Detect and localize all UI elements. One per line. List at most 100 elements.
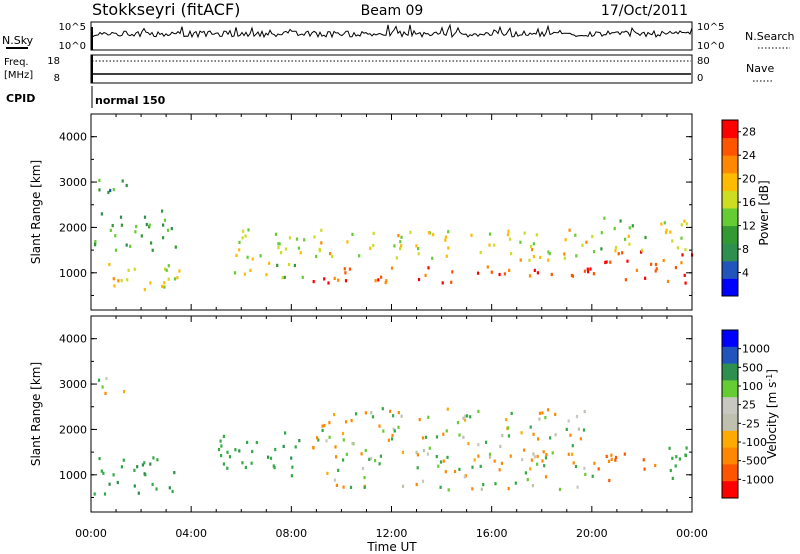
scatter-cell <box>426 452 429 456</box>
scatter-cell <box>458 467 461 471</box>
scatter-cell <box>451 270 454 274</box>
scatter-cell <box>358 254 361 258</box>
scatter-cell <box>220 444 223 448</box>
scatter-cell <box>572 461 575 465</box>
scatter-cell <box>664 231 668 235</box>
x-tick-label: 12:00 <box>376 527 408 540</box>
scatter-cell <box>378 424 381 428</box>
y-tick-label: 4000 <box>59 333 87 346</box>
velocity-cbar-swatch <box>722 481 738 499</box>
scatter-cell <box>148 225 151 229</box>
scatter-cell <box>379 454 382 458</box>
scatter-cell <box>351 441 354 446</box>
velocity-cbar-swatch <box>722 363 738 381</box>
scatter-cell <box>109 228 112 232</box>
scatter-cell <box>470 233 473 237</box>
scatter-cell <box>640 250 643 254</box>
scatter-cell <box>680 223 683 227</box>
cpid-value: normal 150 <box>95 94 166 107</box>
x-tick-label: 08:00 <box>275 527 307 540</box>
scatter-cell <box>297 246 300 250</box>
scatter-cell <box>133 484 136 488</box>
velocity-cbar-swatch <box>722 397 738 415</box>
scatter-cell <box>681 253 684 257</box>
scatter-cell <box>120 279 123 283</box>
scatter-cell <box>176 276 179 280</box>
scatter-cell <box>614 246 618 250</box>
scatter-cell <box>235 253 238 257</box>
scatter-cell <box>374 279 377 283</box>
scatter-cell <box>424 435 428 439</box>
scatter-cell <box>603 216 606 220</box>
scatter-cell <box>409 230 412 234</box>
scatter-cell <box>318 249 321 253</box>
scatter-cell <box>370 456 373 461</box>
y-tick-label: 2000 <box>59 221 87 234</box>
power-cbar-tick-label: 4 <box>742 267 749 280</box>
power-panel: 1000 2000 3000 4000 <box>59 113 694 311</box>
power-cbar-swatch <box>722 208 738 227</box>
scatter-cell <box>345 420 348 424</box>
scatter-cell <box>586 267 589 271</box>
scatter-cell <box>274 232 278 236</box>
scatter-cell <box>345 452 348 456</box>
scatter-cell <box>163 281 166 285</box>
scatter-cell <box>98 178 101 182</box>
velocity-cbar-swatch <box>722 464 738 482</box>
scatter-cell <box>293 263 296 268</box>
scatter-cell <box>277 246 280 250</box>
scatter-cell <box>458 433 461 437</box>
velocity-cbar-tick-label: -100 <box>742 436 767 449</box>
scatter-cell <box>108 482 111 486</box>
scatter-cell <box>610 457 613 461</box>
scatter-cell <box>641 248 644 252</box>
scatter-cell <box>490 270 493 274</box>
scatter-cell <box>111 224 114 228</box>
scatter-cell <box>464 414 467 418</box>
scatter-cell <box>591 474 594 478</box>
scatter-cell <box>463 418 467 422</box>
scatter-cell <box>558 487 562 491</box>
scatter-cell <box>220 454 223 458</box>
scatter-cell <box>571 444 574 448</box>
scatter-cell <box>554 412 557 416</box>
scatter-cell <box>105 376 108 381</box>
velocity-colorbar: 1000 500 100 25 -25 -100 -500 -1000 <box>721 329 774 499</box>
scatter-cell <box>363 476 366 480</box>
scatter-cell <box>581 243 584 247</box>
x-tick-label: 00:00 <box>75 527 107 540</box>
velocity-cbar-swatch <box>722 330 738 348</box>
scatter-cell <box>684 453 687 457</box>
scatter-cell <box>480 487 483 491</box>
scatter-cell <box>313 235 316 239</box>
nave-tick-bottom: 0 <box>697 73 703 84</box>
scatter-cell <box>471 465 474 469</box>
scatter-cell <box>380 275 383 279</box>
power-cbar-frame <box>721 119 739 297</box>
scatter-cell <box>605 260 608 264</box>
scatter-cell <box>582 428 586 432</box>
scatter-cell <box>624 278 627 282</box>
scatter-cell <box>510 252 513 256</box>
scatter-cell <box>335 455 338 459</box>
scatter-cell <box>226 466 229 470</box>
scatter-cell <box>570 273 573 278</box>
scatter-cell <box>644 235 647 240</box>
velocity-cbar-tick-label: -25 <box>742 417 760 430</box>
scatter-cell <box>385 279 388 283</box>
scatter-cell <box>563 256 566 260</box>
scatter-cell <box>674 464 677 468</box>
nsky-label: N.Sky <box>2 34 34 47</box>
scatter-cell <box>541 459 544 463</box>
y-tick-label: 1000 <box>59 267 87 280</box>
scatter-cell <box>369 246 372 250</box>
scatter-cell <box>397 425 400 429</box>
power-cbar-tick-label: 16 <box>742 196 756 209</box>
scatter-cell <box>441 281 444 285</box>
scatter-cell <box>382 429 385 433</box>
scatter-cell <box>592 272 595 276</box>
scatter-cell <box>479 250 482 255</box>
scatter-cell <box>277 242 280 246</box>
freq-label-1: Freq. <box>4 57 29 68</box>
scatter-cell <box>554 433 557 437</box>
